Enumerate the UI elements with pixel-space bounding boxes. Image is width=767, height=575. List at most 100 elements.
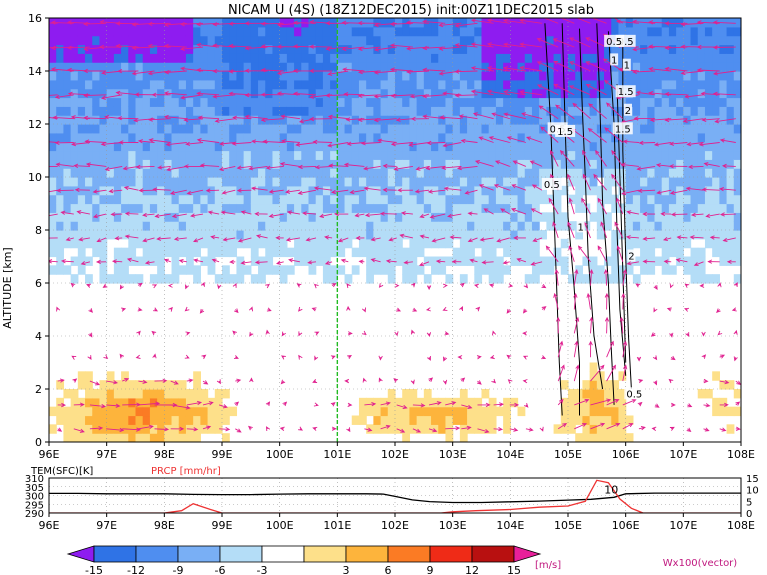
shade-cell: [135, 35, 144, 46]
shade-cell: [510, 26, 519, 37]
shade-cell: [488, 115, 497, 125]
shade-cell: [135, 380, 144, 390]
wind-vector: [412, 403, 426, 408]
shade-cell: [157, 238, 165, 249]
shade-cell: [690, 62, 699, 72]
shade-cell: [402, 212, 411, 222]
shade-cell: [409, 397, 418, 408]
wind-vector: [232, 282, 237, 288]
shade-cell: [726, 256, 735, 266]
shade-cell: [438, 415, 447, 425]
shade-cell: [517, 238, 526, 249]
wind-vector: [604, 292, 610, 310]
shade-cell: [409, 88, 418, 99]
shade-cell: [387, 415, 396, 425]
shade-cell: [431, 159, 439, 169]
contour-label: 0.5: [544, 180, 560, 191]
shade-cell: [589, 35, 598, 46]
wind-vector: [346, 141, 365, 146]
shade-cell: [697, 44, 706, 54]
shade-cell: [604, 194, 612, 205]
shade-cell: [402, 115, 411, 125]
shade-cell: [193, 79, 201, 90]
wind-vector: [707, 259, 720, 264]
shade-cell: [611, 194, 620, 205]
shade-cell: [243, 132, 252, 143]
shade-cell: [315, 79, 324, 90]
shade-cell: [495, 35, 504, 46]
shade-cell: [164, 115, 173, 125]
wind-vector: [712, 45, 736, 50]
wind-vector: [378, 377, 383, 383]
shade-cell: [402, 53, 411, 63]
wind-vector: [512, 160, 527, 167]
shade-cell: [272, 62, 281, 72]
shade-cell: [250, 185, 259, 196]
shade-cell: [697, 212, 706, 222]
wind-vector: [199, 163, 220, 168]
shade-cell: [712, 106, 720, 116]
shade-cell: [647, 212, 656, 222]
wind-vector: [550, 149, 559, 167]
shade-cell: [445, 274, 454, 284]
shade-cell: [712, 141, 720, 152]
shade-cell: [517, 44, 526, 54]
shade-cell: [618, 424, 627, 434]
shade-cell: [243, 71, 252, 81]
wind-vector: [541, 355, 547, 360]
shade-cell: [632, 177, 641, 187]
shade-cell: [654, 203, 663, 213]
wind-vector: [460, 377, 466, 383]
shade-cell: [308, 26, 317, 37]
shade-cell: [676, 106, 684, 116]
wind-vector: [285, 237, 300, 242]
shade-cell: [452, 212, 461, 222]
shade-cell: [49, 177, 57, 187]
shade-cell: [712, 185, 720, 196]
shade-cell: [387, 124, 396, 134]
shade-cell: [92, 194, 101, 205]
contour-label-bg: [627, 249, 636, 262]
wind-vector: [343, 162, 365, 167]
shade-cell: [467, 177, 475, 187]
shade-cell: [402, 150, 411, 160]
shade-cell: [719, 141, 728, 152]
shade-cell: [49, 168, 57, 178]
shade-cell: [286, 194, 295, 205]
shade-cell: [207, 115, 216, 125]
shade-cell: [214, 424, 223, 434]
wind-vector: [553, 292, 559, 310]
shade-cell: [683, 18, 692, 28]
shade-cell: [258, 203, 266, 213]
wind-vector: [493, 402, 505, 407]
shade-cell: [553, 53, 562, 63]
wind-vector: [545, 245, 559, 263]
shade-cell: [70, 71, 79, 81]
wind-vector: [72, 378, 78, 383]
shade-cell: [178, 238, 187, 249]
shade-cell: [647, 97, 656, 107]
shade-cell: [632, 88, 641, 99]
shade-cell: [243, 150, 252, 160]
shade-cell: [77, 71, 86, 81]
shade-cell: [164, 79, 173, 90]
shade-cell: [704, 274, 713, 284]
shade-cell: [459, 159, 468, 169]
shade-cell: [142, 71, 151, 81]
shade-cell: [733, 71, 741, 81]
shade-cell: [258, 212, 266, 222]
wind-vector: [574, 422, 588, 430]
shade-cell: [272, 132, 281, 143]
shade-cell: [690, 185, 699, 196]
shade-cell: [654, 106, 663, 116]
shade-cell: [683, 35, 692, 46]
shade-cell: [149, 221, 158, 231]
wind-vector: [619, 316, 624, 334]
wind-vector: [581, 197, 591, 215]
shade-cell: [604, 44, 612, 54]
shade-cell: [77, 203, 86, 213]
shade-cell: [495, 194, 504, 205]
shade-cell: [690, 71, 699, 81]
shade-cell: [301, 106, 310, 116]
wind-vector: [508, 283, 514, 288]
